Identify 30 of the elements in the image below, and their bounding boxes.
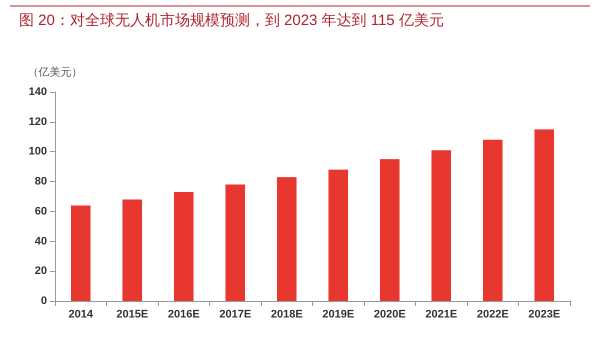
x-tick-label: 2020E [374, 308, 406, 320]
x-tick-label: 2023E [528, 308, 560, 320]
y-tick-label: 120 [28, 116, 47, 128]
bar [482, 140, 503, 301]
bar [174, 192, 194, 301]
x-tick-label: 2015E [116, 308, 148, 320]
y-tick-label: 100 [28, 146, 47, 158]
x-tick-label: 2018E [270, 308, 303, 320]
y-tick-label: 0 [40, 295, 47, 307]
bar [70, 205, 91, 301]
y-tick-label: 20 [34, 265, 47, 278]
bar [276, 177, 297, 301]
bar [225, 184, 246, 301]
x-tick-label: 2017E [219, 308, 252, 320]
x-tick-label: 2014 [68, 308, 94, 320]
x-tick-label: 2019E [322, 308, 354, 320]
x-tick-label: 2022E [476, 308, 509, 320]
x-tick-label: 2021E [425, 308, 458, 320]
x-tick-label: 2016E [168, 308, 200, 320]
bar [328, 170, 348, 301]
y-tick-label: 80 [34, 176, 47, 188]
bar [122, 199, 142, 301]
bar [380, 159, 400, 301]
y-tick-label: 40 [34, 235, 47, 248]
y-tick-label: 60 [34, 205, 47, 218]
y-axis-title: （亿美元） [28, 66, 82, 78]
y-tick-label: 140 [28, 86, 47, 98]
bar [431, 150, 452, 301]
chart-title: 图 20：对全球无人机市场规模预测，到 2023 年达到 115 亿美元 [19, 12, 444, 29]
bar [534, 129, 554, 301]
